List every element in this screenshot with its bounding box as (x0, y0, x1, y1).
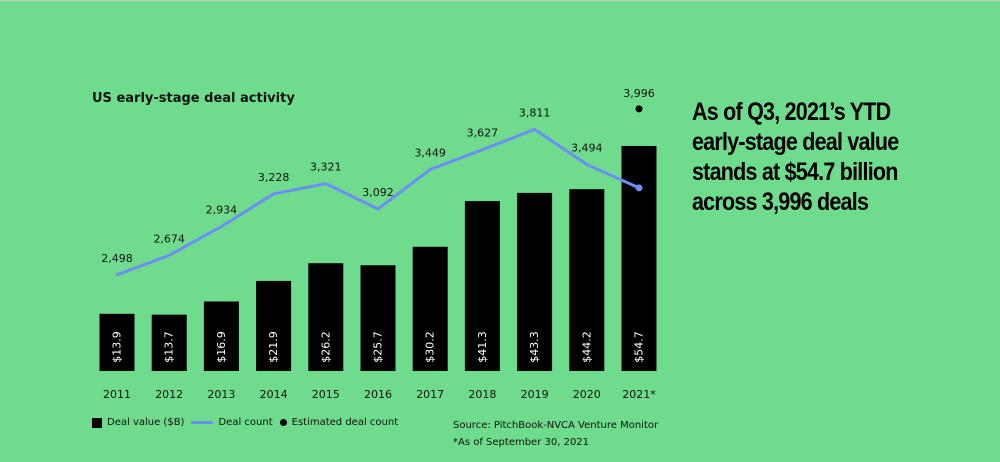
source-text: Source: PitchBook-NVCA Venture Monitor (453, 420, 659, 431)
bar-value-label: $16.9 (215, 331, 228, 363)
deal-count-label: 3,627 (467, 127, 499, 140)
bar-value-label: $13.7 (163, 331, 176, 363)
bar-swatch-icon (92, 417, 102, 428)
bar-value-label: $41.3 (476, 331, 489, 363)
x-tick-label: 2020 (573, 388, 601, 401)
deal-count-point (635, 184, 643, 192)
headline: As of Q3, 2021’s YTD early-stage deal va… (692, 98, 899, 216)
bar-2019 (517, 192, 553, 371)
bar-2013 (203, 301, 239, 371)
bar-2011 (99, 313, 135, 371)
estimated-count-dot (635, 105, 643, 113)
bar-2017 (412, 246, 448, 371)
legend-label-deal-value: Deal value ($B) (107, 417, 185, 428)
source-block: Source: PitchBook-NVCA Venture Monitor *… (453, 417, 658, 451)
chart-title: US early-stage deal activity (92, 91, 295, 106)
deal-count-label: 3,321 (310, 161, 342, 174)
footnote-text: *As of September 30, 2021 (453, 437, 590, 448)
bar-value-label: $13.9 (111, 331, 124, 363)
dot-swatch-icon (279, 419, 287, 426)
bar-value-label: $54.7 (633, 331, 646, 363)
top-divider (0, 0, 1000, 1)
legend-label-deal-count: Deal count (218, 417, 273, 428)
deal-count-label: 3,811 (519, 106, 551, 119)
bar-2016 (360, 265, 396, 371)
bar-2020 (569, 189, 605, 371)
deal-count-label: 2,934 (206, 204, 238, 217)
bar-value-label: $25.7 (372, 331, 385, 363)
line-swatch-icon (191, 421, 214, 424)
deal-count-label: 2,674 (153, 232, 185, 245)
legend-item-deal-value: Deal value ($B) (92, 417, 184, 428)
deal-count-label: 3,228 (258, 171, 290, 184)
x-tick-label: 2013 (207, 388, 235, 401)
bar-2018 (464, 201, 500, 371)
bar-2015 (308, 263, 344, 371)
legend-item-deal-count: Deal count (191, 417, 273, 428)
bar-value-label: $44.2 (580, 331, 593, 363)
x-tick-label: 2019 (521, 388, 549, 401)
x-tick-label: 2015 (312, 388, 340, 401)
x-tick-label: 2017 (416, 388, 444, 401)
bar-value-label: $21.9 (267, 331, 280, 363)
deal-count-line (115, 127, 641, 277)
legend-label-estimated: Estimated deal count (291, 417, 399, 428)
bar-value-label: $30.2 (424, 331, 437, 363)
bar-2014 (256, 280, 292, 371)
x-tick-label: 2011 (103, 388, 131, 401)
x-tick-label: 2021* (622, 388, 656, 401)
deal-count-label: 3,092 (362, 186, 394, 199)
bar-value-label: $26.2 (319, 331, 332, 363)
estimated-count-label: 3,996 (623, 87, 655, 100)
deal-count-label: 2,498 (101, 252, 133, 265)
bar-2012 (151, 314, 187, 371)
bar-value-label: $43.3 (528, 331, 541, 363)
x-tick-label: 2016 (364, 388, 392, 401)
legend: Deal value ($B) Deal count Estimated dea… (92, 417, 405, 428)
legend-item-estimated: Estimated deal count (279, 417, 399, 428)
deal-count-label: 3,449 (414, 146, 446, 159)
x-tick-label: 2018 (468, 388, 496, 401)
deal-count-label: 3,494 (571, 141, 603, 154)
x-tick-label: 2012 (155, 388, 183, 401)
x-tick-label: 2014 (260, 388, 288, 401)
